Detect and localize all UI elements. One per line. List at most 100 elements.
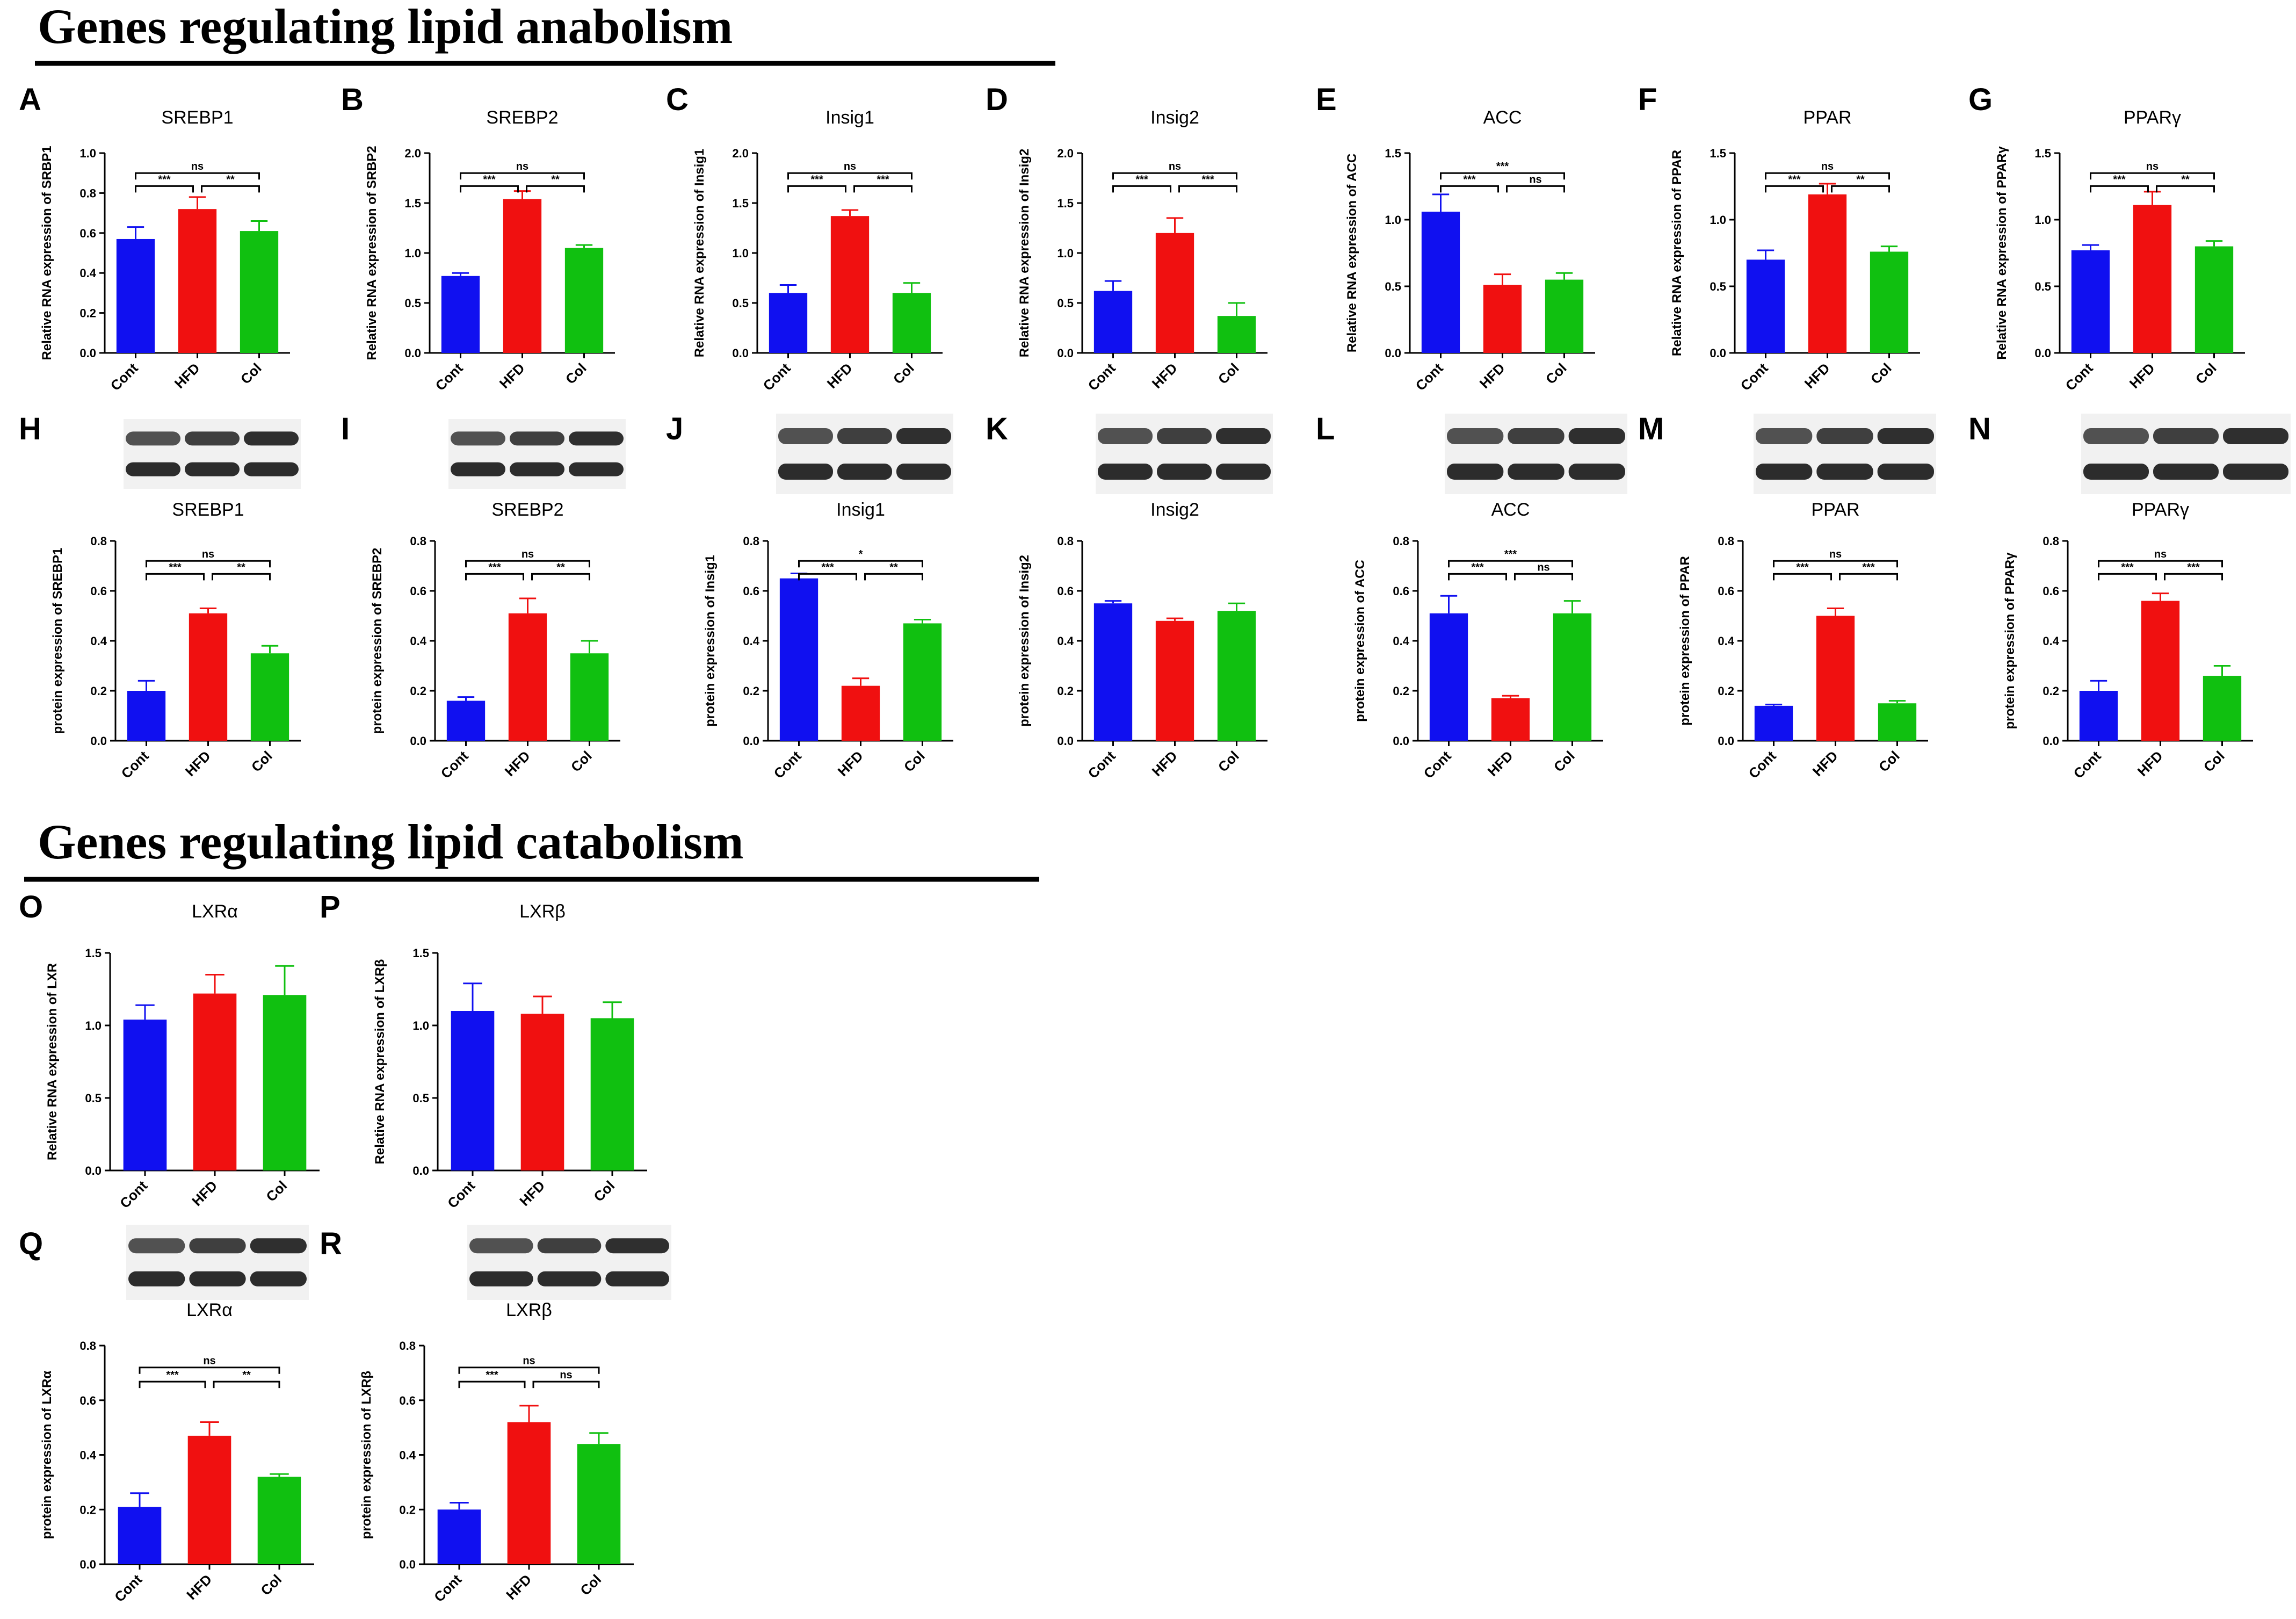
bar-col bbox=[1217, 611, 1256, 741]
bar-col bbox=[564, 248, 604, 353]
blot-band bbox=[185, 431, 240, 446]
chart-title: SREBP2 bbox=[486, 107, 558, 128]
y-axis-label: protein expression of Insig2 bbox=[1017, 555, 1032, 727]
y-tick-label: 0.2 bbox=[410, 684, 426, 698]
chart-title: ACC bbox=[1491, 500, 1530, 520]
y-tick-label: 0.0 bbox=[85, 1164, 102, 1177]
significance-bracket bbox=[201, 185, 260, 193]
western-blot-2 bbox=[448, 419, 626, 489]
x-tick-label: Col bbox=[237, 360, 265, 387]
chart-N: N PPARγ protein expression of PPARγ 0.0 0.2 0… bbox=[1968, 411, 2253, 782]
significance-label: ns bbox=[522, 548, 534, 560]
y-axis-label: Relative RNA expression of PPARγ bbox=[1995, 146, 2009, 360]
y-axis-label: Relative RNA expression of SRBP1 bbox=[40, 146, 54, 360]
panel-letter: H bbox=[19, 411, 41, 446]
western-blot-3 bbox=[776, 414, 953, 494]
x-tick-label: HFD bbox=[496, 360, 528, 392]
y-axis-label: Relative RNA expression of ACC bbox=[1345, 154, 1359, 352]
x-tick-label: Cont bbox=[760, 360, 794, 394]
y-tick-label: 0.6 bbox=[743, 584, 759, 598]
significance-bracket bbox=[465, 560, 590, 568]
y-tick-label: 0.0 bbox=[410, 734, 426, 748]
significance-bracket bbox=[1440, 172, 1565, 180]
western-blot-8 bbox=[126, 1225, 309, 1300]
y-tick-label: 0.0 bbox=[412, 1164, 429, 1177]
bar-col bbox=[570, 653, 609, 741]
x-tick-label: Cont bbox=[438, 748, 472, 782]
bar-col bbox=[577, 1444, 621, 1564]
y-tick-label: 0.2 bbox=[79, 307, 96, 320]
bar-cont bbox=[118, 1507, 162, 1564]
y-tick-label: 1.0 bbox=[2034, 213, 2051, 227]
chart-title: SREBP1 bbox=[172, 500, 244, 520]
panel-letter: B bbox=[341, 82, 364, 117]
y-tick-label: 1.5 bbox=[732, 197, 749, 210]
bar-hfd bbox=[1491, 698, 1530, 741]
x-tick-label: Col bbox=[901, 748, 928, 775]
chart-title: SREBP1 bbox=[161, 107, 233, 128]
panel-letter: K bbox=[986, 411, 1008, 446]
bar-hfd bbox=[1816, 616, 1855, 741]
blot-band bbox=[2083, 428, 2149, 444]
significance-bracket bbox=[1440, 185, 1499, 193]
blot-band bbox=[569, 462, 624, 476]
y-tick-label: 0.4 bbox=[79, 1449, 96, 1462]
panel-letter: L bbox=[1316, 411, 1335, 446]
significance-label: ns bbox=[516, 161, 528, 172]
y-tick-label: 0.0 bbox=[732, 346, 749, 360]
significance-bracket bbox=[1112, 172, 1237, 180]
blot-band bbox=[537, 1271, 602, 1286]
y-tick-label: 2.0 bbox=[732, 147, 749, 160]
significance-label: *** bbox=[2187, 561, 2200, 573]
significance-bracket bbox=[139, 1367, 280, 1374]
blot-band bbox=[1877, 464, 1934, 480]
blot-band bbox=[189, 1238, 246, 1254]
significance-bracket bbox=[1514, 573, 1573, 581]
x-tick-label: Col bbox=[562, 360, 590, 387]
blot-band bbox=[451, 431, 505, 446]
significance-label: ns bbox=[1821, 161, 1834, 172]
chart-E: E ACC Relative RNA expression of ACC 0.0 0.5… bbox=[1316, 82, 1595, 394]
panel-letter: O bbox=[19, 890, 43, 924]
y-tick-label: 1.0 bbox=[404, 247, 421, 260]
significance-bracket bbox=[2098, 560, 2223, 568]
y-tick-label: 1.0 bbox=[79, 147, 96, 160]
blot-background bbox=[1445, 414, 1627, 494]
y-tick-label: 0.0 bbox=[1385, 346, 1401, 360]
chart-title: LXRα bbox=[186, 1300, 233, 1320]
significance-bracket bbox=[2090, 172, 2215, 180]
y-tick-label: 0.6 bbox=[410, 584, 426, 598]
bar-hfd bbox=[189, 613, 228, 741]
y-tick-label: 0.4 bbox=[1057, 634, 1074, 648]
x-tick-label: HFD bbox=[1809, 748, 1841, 779]
significance-label: *** bbox=[169, 561, 182, 573]
chart-Q: Q LXRα protein expression of LXRα 0.0 0.2 0.4… bbox=[19, 1226, 314, 1605]
y-tick-label: 0.8 bbox=[410, 534, 426, 548]
significance-label: *** bbox=[810, 174, 823, 185]
western-blot-7 bbox=[2081, 414, 2291, 494]
blot-band bbox=[1157, 428, 1212, 444]
significance-label: ns bbox=[203, 1355, 215, 1367]
significance-bracket bbox=[532, 1381, 600, 1389]
y-axis-label: protein expression of LXRβ bbox=[359, 1371, 374, 1539]
blot-band bbox=[1568, 464, 1625, 480]
bar-hfd bbox=[830, 216, 870, 353]
panel-letter: I bbox=[341, 411, 350, 446]
chart-I: I SREBP2 protein expression of SREBP2 0.0 0.… bbox=[341, 411, 620, 782]
significance-label: *** bbox=[483, 174, 496, 185]
bar-hfd bbox=[1155, 620, 1194, 741]
panel-letter: M bbox=[1638, 411, 1664, 446]
x-tick-label: HFD bbox=[182, 748, 214, 779]
x-tick-label: Col bbox=[263, 1177, 290, 1205]
bar-cont bbox=[451, 1011, 495, 1170]
panel-letter: Q bbox=[19, 1226, 43, 1261]
significance-label: ns bbox=[191, 161, 204, 172]
significance-label: ns bbox=[523, 1355, 535, 1367]
chart-L: L ACC protein expression of ACC 0.0 0.2 0.4 0.… bbox=[1316, 411, 1603, 782]
y-tick-label: 0.4 bbox=[1393, 634, 1409, 648]
x-tick-label: Col bbox=[1215, 360, 1242, 387]
x-tick-label: HFD bbox=[171, 360, 203, 392]
chart-J: J Insig1 protein expression of Insig1 0.0 0.… bbox=[666, 411, 953, 782]
blot-band bbox=[189, 1271, 246, 1286]
